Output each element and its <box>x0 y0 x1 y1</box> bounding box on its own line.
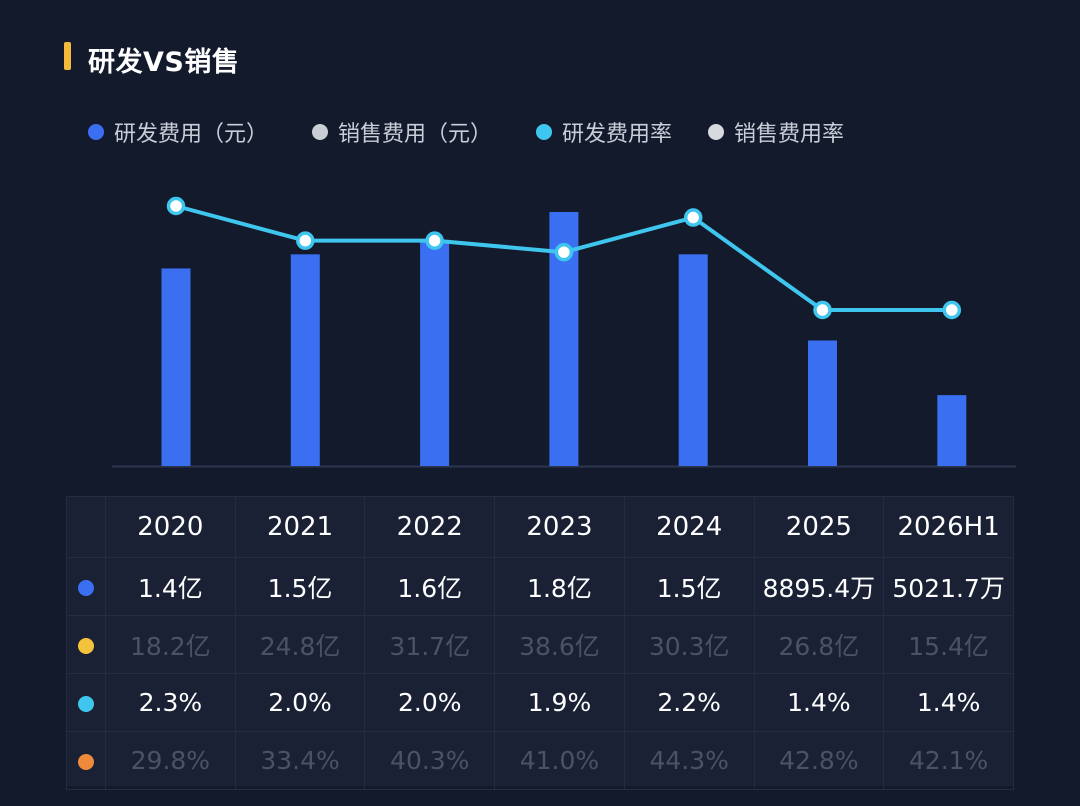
legend-item-sales-expense[interactable]: 销售费用（元） <box>312 116 492 148</box>
table-cell: 2.3% <box>105 673 236 732</box>
table-cell: 31.7亿 <box>364 615 496 674</box>
table-header-cell: 2020 <box>105 496 236 558</box>
combo-chart <box>112 196 1016 468</box>
row-marker-cell <box>66 731 106 790</box>
table-row: 18.2亿 24.8亿 31.7亿 38.6亿 30.3亿 26.8亿 15.4亿 <box>66 615 1014 674</box>
table-cell: 1.9% <box>494 673 625 732</box>
table-header-cell: 2022 <box>364 496 496 558</box>
table-row: 1.4亿 1.5亿 1.6亿 1.8亿 1.5亿 8895.4万 5021.7万 <box>66 557 1014 616</box>
table-cell: 2.0% <box>364 673 496 732</box>
table-row: 2.3% 2.0% 2.0% 1.9% 2.2% 1.4% 1.4% <box>66 673 1014 732</box>
table-cell: 40.3% <box>364 731 496 790</box>
legend-marker-sales-rate-icon <box>708 124 724 140</box>
legend-item-rd-rate[interactable]: 研发费用率 <box>536 116 672 148</box>
table-cell: 42.8% <box>753 731 885 790</box>
row-marker-cell <box>66 615 106 674</box>
legend-label: 销售费用（元） <box>338 122 493 147</box>
table-cell: 2.0% <box>234 673 366 732</box>
bar-rd-expense[interactable] <box>290 254 320 466</box>
legend-marker-rd-rate-icon <box>536 124 552 140</box>
chart-title: 研发VS销售 <box>88 47 240 78</box>
table-header-row: 2020 2021 2022 2023 2024 2025 2026H1 <box>66 496 1014 558</box>
title-accent-bar <box>64 42 71 70</box>
legend-item-sales-rate[interactable]: 销售费用率 <box>708 116 844 148</box>
table-header-cell: 2023 <box>494 496 625 558</box>
table-cell: 26.8亿 <box>753 615 885 674</box>
table-cell: 8895.4万 <box>753 557 885 616</box>
table-cell: 29.8% <box>105 731 236 790</box>
table-header-cell: 2021 <box>234 496 366 558</box>
table-cell: 44.3% <box>623 731 755 790</box>
row-marker-icon <box>78 580 94 596</box>
table-cell: 30.3亿 <box>623 615 755 674</box>
point-rd-rate[interactable] <box>683 208 703 227</box>
point-rd-rate[interactable] <box>296 231 315 250</box>
table-header-cell: 2025 <box>753 496 885 558</box>
row-marker-icon <box>78 638 94 654</box>
row-marker-icon <box>78 696 94 712</box>
table-cell: 24.8亿 <box>234 615 366 674</box>
table-cell: 1.5亿 <box>234 557 366 616</box>
table-cell: 1.8亿 <box>494 557 625 616</box>
legend-marker-sales-expense-icon <box>312 124 328 140</box>
table-cell: 5021.7万 <box>883 557 1014 616</box>
bar-rd-expense[interactable] <box>678 254 708 466</box>
point-rd-rate[interactable] <box>813 300 832 320</box>
legend-label: 研发费用率 <box>562 122 673 147</box>
table-cell: 42.1% <box>883 731 1014 790</box>
table-corner-cell <box>66 496 106 558</box>
table-cell: 1.4% <box>753 673 885 732</box>
legend-marker-rd-expense-icon <box>88 124 104 140</box>
legend-label: 销售费用率 <box>734 122 845 147</box>
table-cell: 1.4亿 <box>105 557 236 616</box>
point-rd-rate[interactable] <box>942 300 962 320</box>
bar-rd-expense[interactable] <box>808 340 837 466</box>
table-cell: 15.4亿 <box>883 615 1014 674</box>
legend-label: 研发费用（元） <box>114 122 269 147</box>
bar-rd-expense[interactable] <box>937 395 967 466</box>
legend-item-rd-expense[interactable]: 研发费用（元） <box>88 116 268 148</box>
table-cell: 1.6亿 <box>364 557 496 616</box>
point-rd-rate[interactable] <box>554 242 574 262</box>
table-cell: 38.6亿 <box>494 615 625 674</box>
table-cell: 41.0% <box>494 731 625 790</box>
bar-rd-expense[interactable] <box>161 268 191 466</box>
table-cell: 18.2亿 <box>105 615 236 674</box>
table-cell: 33.4% <box>234 731 366 790</box>
row-marker-cell <box>66 557 106 616</box>
table-cell: 1.5亿 <box>623 557 755 616</box>
table-cell: 2.2% <box>623 673 755 732</box>
point-rd-rate[interactable] <box>166 196 186 216</box>
table-header-cell: 2024 <box>623 496 755 558</box>
row-marker-cell <box>66 673 106 732</box>
table-row: 29.8% 33.4% 40.3% 41.0% 44.3% 42.8% 42.1% <box>66 731 1014 790</box>
row-marker-icon <box>78 754 94 770</box>
data-table: 2020 2021 2022 2023 2024 2025 2026H1 1.4… <box>66 496 1014 790</box>
bar-rd-expense[interactable] <box>420 240 450 466</box>
table-header-cell: 2026H1 <box>883 496 1014 558</box>
point-rd-rate[interactable] <box>425 231 444 250</box>
table-cell: 1.4% <box>883 673 1014 732</box>
